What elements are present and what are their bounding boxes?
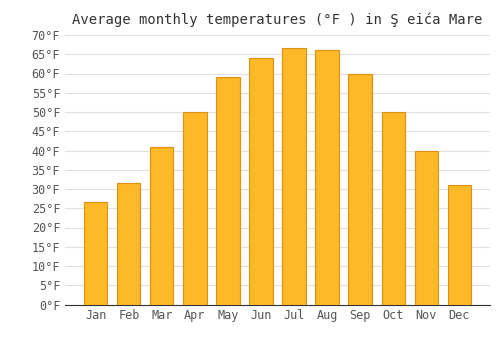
Bar [414,150,438,304]
Bar [118,183,141,304]
Bar [382,112,404,304]
Bar [348,74,372,304]
Bar [184,112,206,304]
Bar [250,58,272,304]
Bar [316,50,338,304]
Bar [282,48,306,304]
Bar [448,185,470,304]
Title: Average monthly temperatures (°F ) in Ş eića Mare: Average monthly temperatures (°F ) in Ş … [72,12,482,27]
Bar [150,147,174,304]
Bar [84,202,108,304]
Bar [216,77,240,304]
